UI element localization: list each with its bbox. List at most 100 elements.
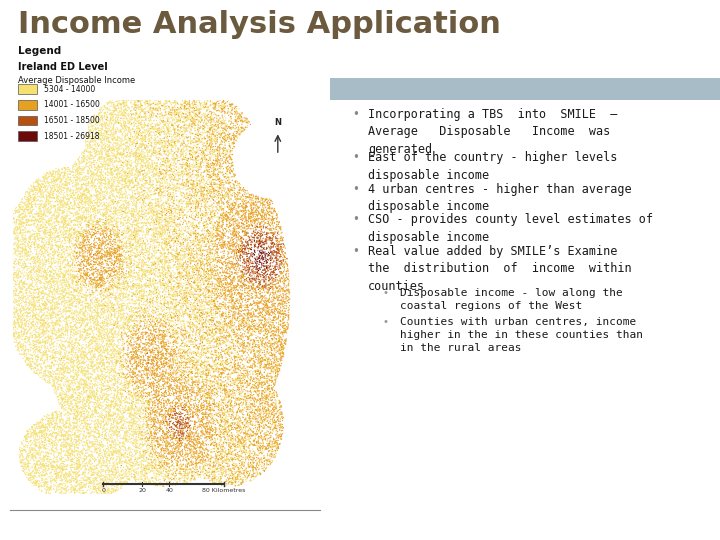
Point [70, 188, 81, 197]
Point [161, 207, 173, 216]
Point [59, 256, 71, 265]
Point [241, 219, 253, 227]
Point [249, 322, 261, 330]
Point [256, 377, 268, 386]
Point [271, 367, 282, 375]
Point [211, 322, 222, 330]
Point [37, 373, 49, 381]
Point [192, 450, 203, 459]
Point [42, 239, 54, 247]
Point [104, 97, 115, 106]
Point [38, 465, 50, 474]
Point [174, 170, 186, 179]
Point [42, 199, 54, 207]
Point [250, 353, 261, 361]
Point [47, 272, 58, 280]
Point [94, 471, 105, 480]
Point [171, 381, 183, 390]
Point [225, 318, 236, 327]
Point [250, 224, 261, 232]
Point [229, 397, 240, 406]
Point [132, 226, 143, 235]
Point [102, 464, 114, 473]
Point [220, 410, 231, 418]
Point [132, 132, 143, 140]
Point [238, 118, 249, 126]
Point [114, 134, 126, 143]
Point [55, 463, 66, 472]
Point [30, 202, 42, 211]
Point [61, 212, 73, 220]
Point [197, 320, 208, 329]
Point [197, 219, 208, 227]
Point [195, 161, 207, 170]
Point [220, 119, 231, 128]
Point [219, 408, 230, 417]
Point [253, 223, 265, 232]
Point [147, 363, 158, 372]
Point [184, 191, 195, 200]
Point [131, 210, 143, 218]
Point [210, 134, 221, 143]
Point [221, 416, 233, 425]
Point [69, 237, 81, 245]
Point [78, 180, 89, 188]
Point [251, 388, 262, 397]
Point [23, 447, 35, 455]
Point [97, 424, 109, 433]
Point [233, 337, 244, 346]
Point [127, 218, 138, 227]
Point [102, 463, 114, 472]
Point [158, 352, 169, 360]
Point [250, 306, 261, 315]
Point [127, 367, 139, 376]
Point [218, 366, 230, 375]
Point [239, 373, 251, 382]
Point [172, 368, 184, 376]
Point [190, 231, 202, 239]
Point [269, 280, 280, 289]
Point [256, 348, 268, 357]
Point [149, 286, 161, 294]
Point [190, 465, 202, 474]
Point [161, 429, 172, 437]
Point [21, 435, 32, 443]
Point [66, 322, 78, 331]
Point [63, 355, 74, 363]
Point [236, 333, 248, 341]
Point [70, 318, 81, 326]
Point [248, 243, 260, 252]
Point [76, 252, 88, 260]
Point [94, 456, 105, 464]
Point [186, 303, 197, 312]
Point [109, 410, 121, 418]
Point [64, 422, 76, 430]
Point [140, 406, 151, 414]
Point [73, 267, 85, 275]
Point [275, 225, 287, 233]
Point [48, 201, 59, 210]
Point [144, 449, 156, 458]
Point [112, 486, 124, 495]
Point [105, 251, 117, 260]
Point [192, 278, 203, 287]
Point [205, 140, 217, 149]
Point [228, 368, 239, 376]
Point [200, 451, 212, 460]
Point [64, 205, 76, 213]
Point [112, 387, 123, 395]
Point [192, 260, 203, 269]
Point [112, 149, 123, 158]
Point [48, 352, 59, 360]
Point [11, 203, 22, 212]
Point [120, 227, 132, 236]
Point [95, 465, 107, 474]
Point [125, 247, 137, 256]
Point [107, 149, 118, 158]
Point [174, 202, 185, 211]
Point [46, 319, 58, 328]
Point [67, 363, 78, 372]
Point [58, 269, 69, 278]
Point [129, 116, 140, 124]
Point [171, 118, 183, 126]
